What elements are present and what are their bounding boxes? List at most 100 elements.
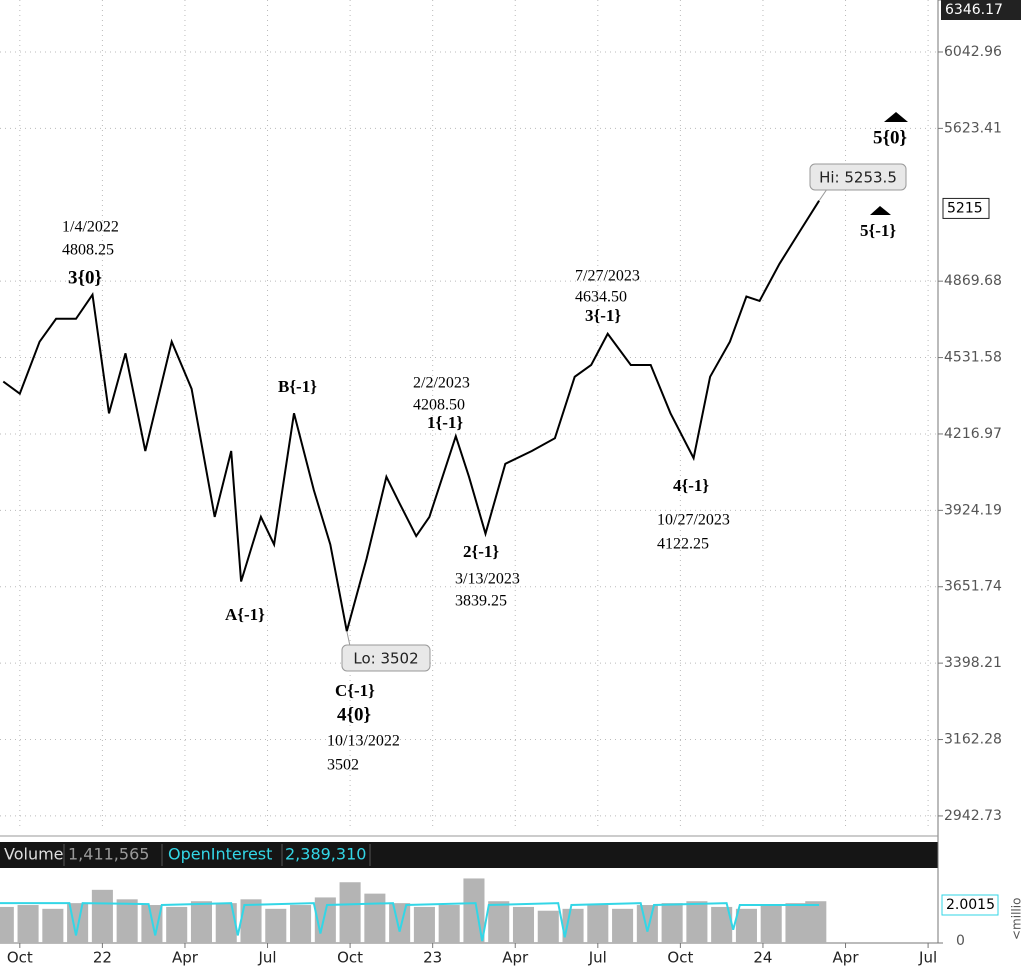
volume-header-text: 2,389,310	[285, 845, 366, 864]
annotation: 4122.25	[657, 536, 709, 553]
annotation: 4634.50	[575, 289, 627, 306]
volume-bar	[612, 908, 634, 943]
annotation: 3839.25	[455, 593, 507, 610]
y-tick-label: 5623.41	[944, 120, 1002, 136]
annotation: A{-1}	[225, 605, 265, 624]
volume-bar	[636, 905, 658, 943]
y-tick-label: 6346.17	[945, 2, 1003, 18]
y-tick-label: 4531.58	[944, 350, 1002, 366]
hi-callout-label: Hi: 5253.5	[819, 169, 897, 187]
y-tick-label: 6042.96	[944, 44, 1002, 60]
volume-bar	[488, 901, 510, 943]
x-tick-label: Oct	[667, 949, 693, 967]
annotation: 1/4/2022	[62, 219, 119, 236]
annotation: 7/27/2023	[575, 268, 640, 285]
lo-callout-stem	[346, 631, 351, 646]
volume-header-text: 1,411,565	[68, 845, 149, 864]
volume-bar	[339, 882, 361, 943]
volume-bar	[587, 905, 609, 943]
x-tick-label: Apr	[172, 949, 199, 967]
volume-bar	[562, 908, 584, 943]
volume-header-text: Volume	[4, 845, 64, 864]
volume-bar	[17, 905, 39, 943]
volume-bar	[42, 908, 64, 943]
annotation: 3/13/2023	[455, 571, 520, 588]
lo-callout	[341, 644, 431, 672]
y-tick-label: 0	[956, 933, 965, 949]
y-tick-label: 4216.97	[944, 426, 1002, 442]
volume-bar	[240, 899, 262, 943]
wave-marker	[870, 206, 891, 215]
hi-callout	[809, 163, 907, 191]
oi-last-label: 2.0015	[946, 897, 995, 913]
annotation: C{-1}	[335, 681, 375, 700]
y-tick-label: 3651.74	[944, 579, 1002, 595]
annotation: 4808.25	[62, 242, 114, 259]
x-tick-label: 24	[753, 949, 772, 967]
volume-header-text: OpenInterest	[168, 845, 272, 864]
volume-header	[0, 842, 938, 868]
oi-last-box	[941, 894, 999, 916]
price-line	[2, 200, 820, 632]
annotation: 4208.50	[413, 397, 465, 414]
y-tick-label: 3924.19	[944, 502, 1002, 518]
x-tick-label: Oct	[337, 949, 363, 967]
volume-bar	[785, 903, 807, 943]
volume-bar	[438, 905, 460, 943]
x-tick-label: Jul	[918, 949, 937, 967]
volume-bar	[116, 899, 138, 943]
x-tick-label: Oct	[7, 949, 33, 967]
x-tick-label: 23	[423, 949, 442, 967]
annotation: 10/27/2023	[657, 512, 730, 529]
y-tick-label: 2942.73	[944, 808, 1002, 824]
volume-bar	[661, 903, 683, 943]
volume-bar	[413, 906, 435, 943]
volume-bar	[166, 906, 188, 943]
x-tick-label: Apr	[502, 949, 529, 967]
volume-bar	[91, 889, 113, 943]
annotation: 5{-1}	[860, 221, 896, 240]
annotation: 10/13/2022	[327, 733, 400, 750]
volume-bar	[290, 905, 312, 943]
volume-bar	[190, 901, 212, 943]
open-interest-line	[0, 902, 820, 942]
volume-axis-label: <millio	[1010, 898, 1023, 940]
annotation: 3{0}	[68, 267, 102, 288]
y-tick-label: 4869.68	[944, 273, 1002, 289]
annotation: 5{0}	[873, 127, 907, 148]
volume-bar	[0, 906, 14, 943]
annotation: 2/2/2023	[413, 375, 470, 392]
last-price-box	[942, 197, 990, 219]
annotation: B{-1}	[278, 377, 317, 396]
y-tick-label: 3162.28	[944, 732, 1002, 748]
x-tick-label: Apr	[833, 949, 860, 967]
volume-bar	[805, 901, 827, 943]
x-tick-label: Jul	[588, 949, 607, 967]
volume-bar	[711, 906, 733, 943]
y-top-label-box	[941, 0, 1021, 20]
volume-bar	[364, 893, 386, 943]
volume-bar	[537, 910, 559, 943]
volume-bar	[735, 908, 757, 943]
volume-bar	[265, 908, 287, 943]
x-tick-label: Jul	[257, 949, 276, 967]
volume-bar	[686, 901, 708, 943]
volume-bar	[215, 903, 237, 943]
volume-bar	[760, 905, 782, 943]
x-tick-label: 22	[93, 949, 112, 967]
hi-callout-stem	[818, 188, 828, 201]
lo-callout-label: Lo: 3502	[353, 650, 418, 668]
wave-marker	[884, 112, 908, 122]
volume-bar	[389, 903, 411, 943]
y-tick-label: 3398.21	[944, 655, 1002, 671]
annotation: 3502	[327, 757, 359, 774]
annotation: 2{-1}	[463, 542, 499, 561]
annotation: 1{-1}	[427, 413, 463, 432]
annotation: 3{-1}	[585, 306, 621, 325]
annotation: 4{0}	[337, 704, 371, 725]
volume-bar	[512, 906, 535, 943]
last-price-label: 5215	[947, 200, 983, 216]
annotation: 4{-1}	[673, 476, 709, 495]
